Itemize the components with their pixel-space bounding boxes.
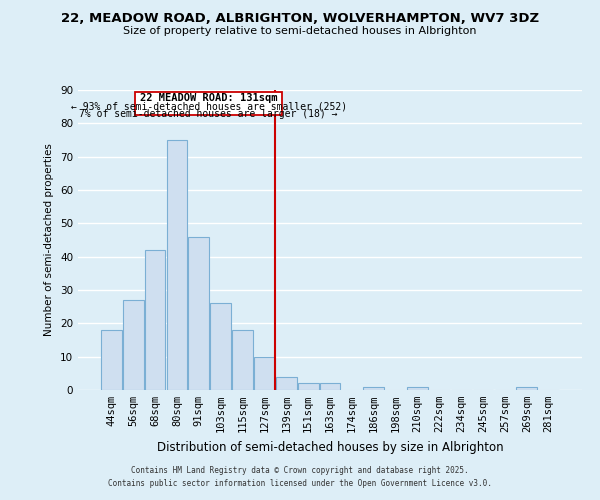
Bar xyxy=(298,384,319,390)
Text: ← 93% of semi-detached houses are smaller (252): ← 93% of semi-detached houses are smalle… xyxy=(71,102,347,112)
Bar xyxy=(320,384,340,390)
Text: 22 MEADOW ROAD: 131sqm: 22 MEADOW ROAD: 131sqm xyxy=(140,94,277,104)
Bar xyxy=(101,330,122,390)
Bar xyxy=(145,250,166,390)
X-axis label: Distribution of semi-detached houses by size in Albrighton: Distribution of semi-detached houses by … xyxy=(157,440,503,454)
Bar xyxy=(167,140,187,390)
FancyBboxPatch shape xyxy=(136,92,282,115)
Y-axis label: Number of semi-detached properties: Number of semi-detached properties xyxy=(44,144,55,336)
Bar xyxy=(517,386,537,390)
Bar xyxy=(123,300,143,390)
Text: 22, MEADOW ROAD, ALBRIGHTON, WOLVERHAMPTON, WV7 3DZ: 22, MEADOW ROAD, ALBRIGHTON, WOLVERHAMPT… xyxy=(61,12,539,26)
Bar xyxy=(364,386,384,390)
Bar xyxy=(210,304,231,390)
Bar xyxy=(254,356,275,390)
Bar xyxy=(188,236,209,390)
Bar xyxy=(232,330,253,390)
Text: Size of property relative to semi-detached houses in Albrighton: Size of property relative to semi-detach… xyxy=(123,26,477,36)
Bar xyxy=(407,386,428,390)
Text: Contains HM Land Registry data © Crown copyright and database right 2025.
Contai: Contains HM Land Registry data © Crown c… xyxy=(108,466,492,487)
Bar xyxy=(276,376,296,390)
Text: 7% of semi-detached houses are larger (18) →: 7% of semi-detached houses are larger (1… xyxy=(79,109,338,119)
